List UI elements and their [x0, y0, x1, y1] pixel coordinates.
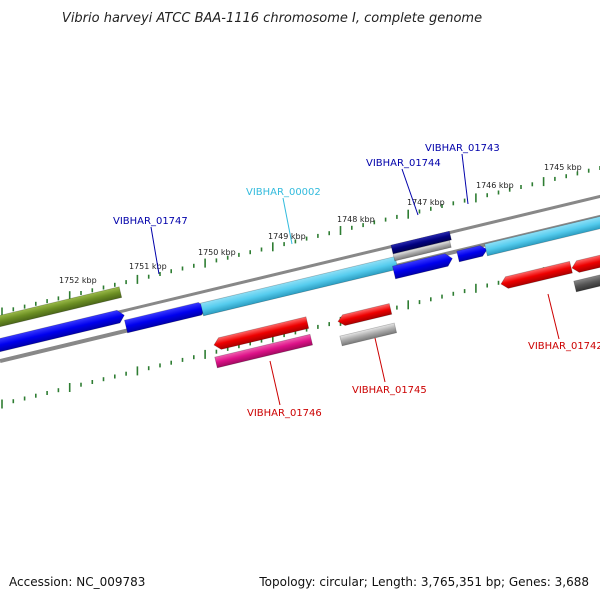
gene-label-vibhar-00002[interactable]: VIBHAR_00002 — [246, 187, 321, 198]
upper-ruler — [1, 166, 600, 317]
gene-label-vibhar-01743[interactable]: VIBHAR_01743 — [425, 143, 500, 154]
leader-line-01742 — [547, 293, 560, 340]
ruler-labels: 1752 kbp 1751 kbp 1750 kbp 1749 kbp 1748… — [59, 163, 582, 285]
accession-text: Accession: NC_009783 — [9, 575, 145, 589]
gene-red-reverse-2[interactable] — [337, 303, 393, 327]
ruler-label-1748: 1748 kbp — [337, 215, 375, 224]
ruler-label-1745: 1745 kbp — [544, 163, 582, 172]
gene-label-vibhar-01745[interactable]: VIBHAR_01745 — [352, 385, 427, 396]
leader-line-00002 — [282, 197, 293, 245]
gene-red-vibhar-01742[interactable] — [500, 260, 573, 289]
map-title: Vibrio harveyi ATCC BAA-1116 chromosome … — [62, 11, 482, 26]
gene-label-vibhar-01747[interactable]: VIBHAR_01747 — [113, 216, 188, 227]
gene-navy-forward[interactable] — [390, 230, 452, 255]
gene-labels: VIBHAR_01747 VIBHAR_00002 VIBHAR_01744 V… — [113, 143, 600, 419]
backbone-upper — [0, 189, 600, 342]
topology-summary-text: Topology: circular; Length: 3,765,351 bp… — [258, 575, 589, 589]
gene-blue-vibhar-01743[interactable] — [456, 244, 489, 263]
ruler-label-1751: 1751 kbp — [129, 262, 167, 271]
gene-label-vibhar-01746[interactable]: VIBHAR_01746 — [247, 408, 322, 419]
gene-blue-forward-1[interactable] — [0, 309, 126, 354]
leader-lines — [150, 153, 560, 406]
gene-blue-forward-2[interactable] — [124, 301, 207, 334]
gene-olive-forward[interactable] — [0, 286, 123, 329]
gene-red-vibhar-01746[interactable] — [213, 316, 310, 351]
ruler-label-1749: 1749 kbp — [268, 232, 306, 241]
gene-grey-vibhar-01745[interactable] — [339, 322, 398, 347]
leader-line-01746 — [269, 360, 281, 406]
gene-label-vibhar-01742[interactable]: VIBHAR_01742 — [528, 341, 600, 352]
gene-darkgrey-reverse[interactable] — [573, 271, 600, 293]
ruler-label-1752: 1752 kbp — [59, 276, 97, 285]
gene-red-reverse-4[interactable] — [571, 250, 600, 273]
ruler-label-1747: 1747 kbp — [407, 198, 445, 207]
ruler-label-1750: 1750 kbp — [198, 248, 236, 257]
gene-tracks — [0, 189, 600, 369]
gene-label-vibhar-01744[interactable]: VIBHAR_01744 — [366, 158, 441, 169]
ruler-label-1746: 1746 kbp — [476, 181, 514, 190]
leader-line-01743 — [461, 153, 469, 205]
leader-line-01747 — [150, 226, 160, 275]
gene-blue-vibhar-01744[interactable] — [392, 252, 453, 280]
gene-magenta-reverse[interactable] — [214, 333, 313, 369]
gene-cyan-forward-2[interactable] — [484, 211, 600, 257]
leader-line-01744 — [401, 168, 419, 216]
leader-line-01745 — [374, 337, 386, 383]
gene-grey-forward-1[interactable] — [392, 240, 452, 262]
